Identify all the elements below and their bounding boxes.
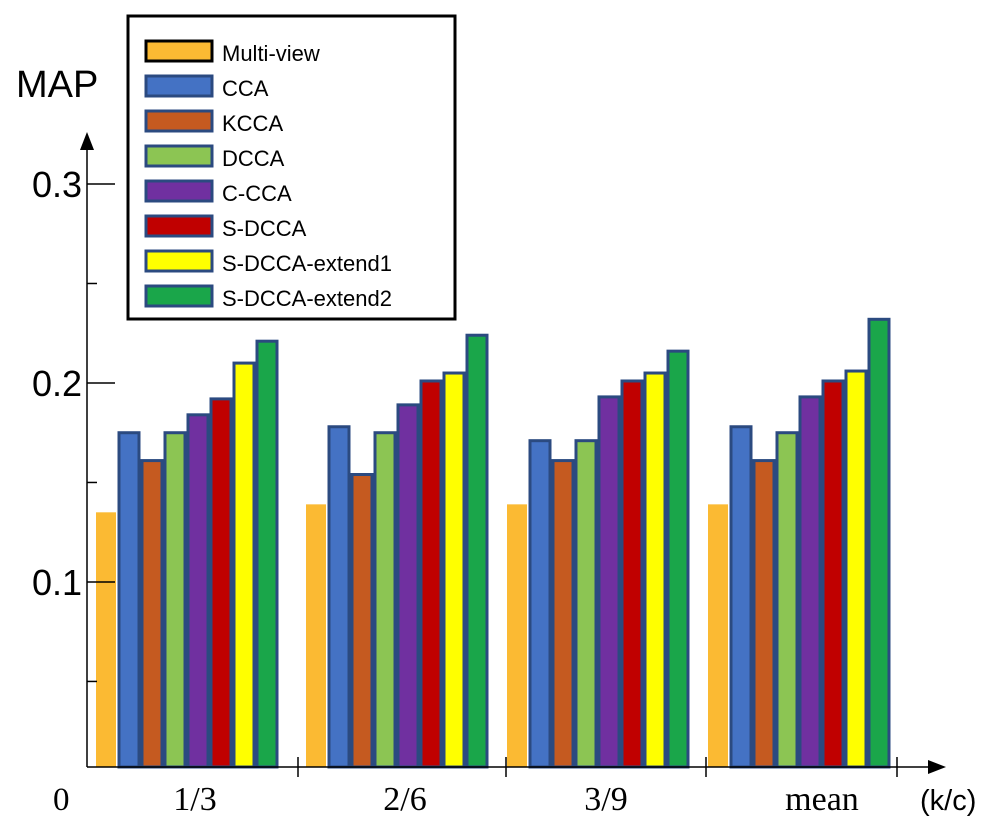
- legend-label-dcca: DCCA: [222, 146, 285, 171]
- axes-group: [80, 132, 946, 774]
- y-axis-arrow: [80, 132, 94, 150]
- bar-s-dcca-extend1-mean: [844, 369, 868, 769]
- bar-s-dcca-extend2-1-3: [255, 339, 279, 769]
- legend-label-kcca: KCCA: [222, 111, 283, 136]
- x-category-label: 1/3: [173, 781, 216, 818]
- bar-multi-view-3-9: [507, 504, 527, 767]
- y-tick-label: 0.2: [32, 363, 82, 404]
- bar-c-cca-mean: [798, 395, 822, 769]
- legend-label-c-cca: C-CCA: [222, 181, 292, 206]
- bars-group: [96, 317, 891, 769]
- bar-cca-mean: [729, 425, 753, 769]
- legend-label-s-dcca-extend2: S-DCCA-extend2: [222, 286, 392, 311]
- legend-swatch-s-dcca-extend1: [144, 249, 214, 273]
- bar-s-dcca-extend1-3-9: [643, 371, 667, 769]
- legend-swatch-multi-view: [144, 39, 214, 63]
- legend-swatch-kcca: [144, 109, 214, 133]
- bar-s-dcca-extend1-2-6: [442, 371, 466, 769]
- legend-swatch-dcca: [144, 144, 214, 168]
- bar-s-dcca-extend2-mean: [867, 317, 891, 769]
- legend-swatch-cca: [144, 74, 214, 98]
- y-tick-label: 0.3: [32, 164, 82, 205]
- legend-label-multi-view: Multi-view: [222, 41, 320, 66]
- bar-s-dcca-extend1-1-3: [232, 361, 256, 769]
- bar-dcca-3-9: [574, 439, 598, 769]
- bar-kcca-3-9: [551, 459, 575, 769]
- bar-kcca-mean: [752, 459, 776, 769]
- bar-s-dcca-mean: [821, 379, 845, 769]
- x-axis-arrow: [928, 760, 946, 774]
- legend-label-s-dcca: S-DCCA: [222, 216, 307, 241]
- x-ticks-group: 1/3 2/6 3/9 mean: [173, 757, 898, 818]
- legend-label-s-dcca-extend1: S-DCCA-extend1: [222, 251, 392, 276]
- legend-swatch-s-dcca: [144, 214, 214, 238]
- bar-s-dcca-1-3: [209, 397, 233, 769]
- bar-multi-view-1-3: [96, 512, 116, 767]
- y-axis-label: MAP: [16, 64, 98, 106]
- bar-kcca-1-3: [140, 459, 164, 769]
- x-category-label: 2/6: [383, 781, 426, 818]
- bar-dcca-mean: [775, 431, 799, 769]
- bar-s-dcca-3-9: [620, 379, 644, 769]
- y-tick-label: 0.1: [32, 562, 82, 603]
- bar-multi-view-mean: [708, 504, 728, 767]
- legend-label-cca: CCA: [222, 76, 269, 101]
- bar-cca-2-6: [327, 425, 351, 769]
- bar-c-cca-2-6: [396, 403, 420, 769]
- x-axis-unit-label: (k/c): [920, 785, 976, 817]
- y-ticks-group: 0.1 0.2 0.3: [32, 164, 115, 683]
- bar-dcca-1-3: [163, 431, 187, 769]
- legend-swatch-s-dcca-extend2: [144, 284, 214, 308]
- bar-dcca-2-6: [373, 431, 397, 769]
- x-category-label: mean: [785, 781, 859, 818]
- bar-cca-3-9: [528, 439, 552, 769]
- bar-cca-1-3: [117, 431, 141, 769]
- legend-swatch-c-cca: [144, 179, 214, 203]
- bar-c-cca-1-3: [186, 413, 210, 769]
- x-category-label: 3/9: [584, 781, 627, 818]
- bar-c-cca-3-9: [597, 395, 621, 769]
- bar-multi-view-2-6: [306, 504, 326, 767]
- bar-s-dcca-2-6: [419, 379, 443, 769]
- legend: Multi-view CCA KCCA DCCA C-CCA S-DCCA S-DCCA-e…: [126, 14, 457, 321]
- origin-label: 0: [53, 782, 70, 818]
- bar-s-dcca-extend2-2-6: [465, 333, 489, 769]
- bar-s-dcca-extend2-3-9: [666, 349, 690, 769]
- bar-kcca-2-6: [350, 473, 374, 769]
